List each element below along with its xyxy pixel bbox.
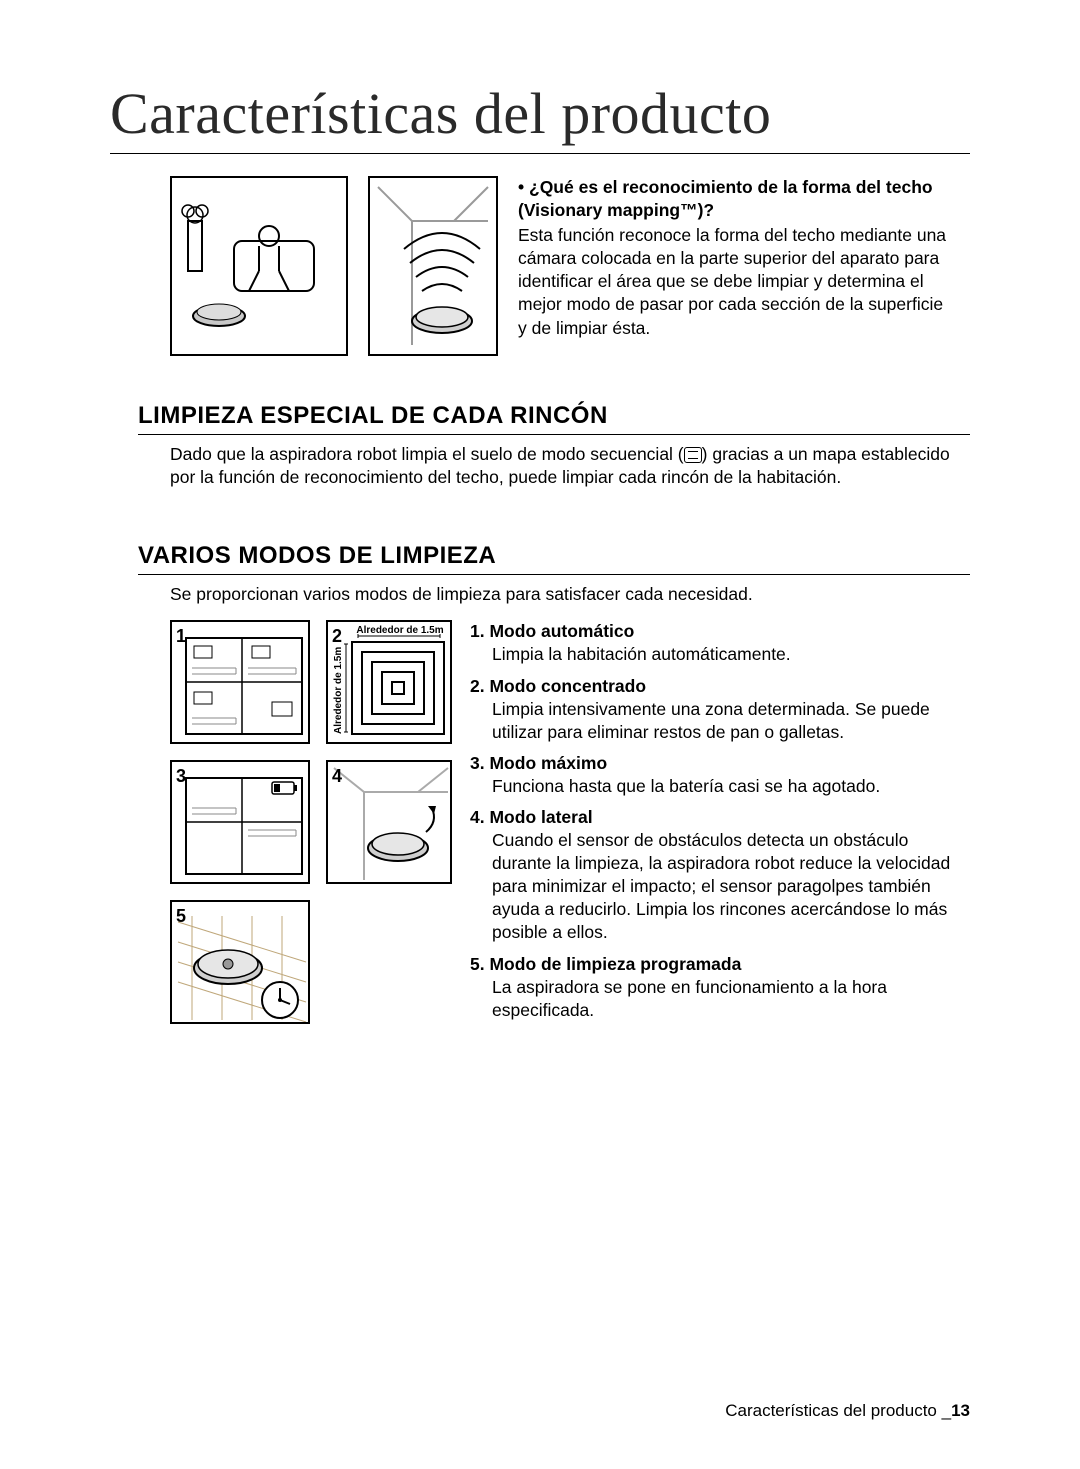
figure-number: 1 [176,624,186,648]
modes-row: 1 [170,620,970,1030]
modes-figures: 1 [170,620,452,1030]
section-modes-intro: Se proporcionan varios modos de limpieza… [170,583,970,606]
figure-number: 3 [176,764,186,788]
figure-number: 4 [332,764,342,788]
mode-title: Modo automático [489,621,634,641]
bullet-icon: • [518,177,529,197]
list-item: 4. Modo lateral Cuando el sensor de obst… [470,806,970,945]
mode-desc: Funciona hasta que la batería casi se ha… [492,775,970,798]
figure-number: 5 [176,904,186,928]
mode-title: Modo máximo [489,753,607,773]
floorplan-battery-icon [172,762,310,884]
figure-mode-3: 3 [170,760,310,884]
figure-mode-1: 1 [170,620,310,744]
mode-desc: Limpia intensivamente una zona determina… [492,698,970,744]
section-heading-corner: LIMPIEZA ESPECIAL DE CADA RINCÓN [138,402,970,435]
visionary-row: • ¿Qué es el reconocimiento de la forma … [170,176,970,356]
corner-body-pre: Dado que la aspiradora robot limpia el s… [170,444,684,464]
figure-2-label-top: Alrededor de 1.5m [354,624,446,637]
mode-number: 4. [470,807,485,827]
mode-desc: Limpia la habitación automáticamente. [492,643,970,666]
footer-page-number: 13 [951,1401,970,1420]
figure-mode-4: 4 [326,760,452,884]
list-item: 5. Modo de limpieza programada La aspira… [470,953,970,1022]
spiral-icon [328,622,452,744]
sequential-path-icon [684,447,702,463]
obstacle-icon [328,762,452,884]
mode-number: 2. [470,676,485,696]
visionary-text: • ¿Qué es el reconocimiento de la forma … [518,176,970,356]
floorplan-icon [172,622,310,744]
figure-mode-5: 5 [170,900,310,1024]
list-item: 2. Modo concentrado Limpia intensivament… [470,675,970,744]
mode-number: 3. [470,753,485,773]
visionary-question: ¿Qué es el reconocimiento de la forma de… [518,177,933,220]
footer-label: Características del producto _ [725,1401,951,1420]
mode-number: 1. [470,621,485,641]
visionary-answer: Esta función reconoce la forma del techo… [518,224,950,339]
list-item: 3. Modo máximo Funciona hasta que la bat… [470,752,970,798]
mode-title: Modo de limpieza programada [489,954,741,974]
page-footer: Características del producto _13 [725,1401,970,1421]
list-item: 1. Modo automático Limpia la habitación … [470,620,970,666]
page-title: Características del producto [110,80,970,154]
mode-number: 5. [470,954,485,974]
figure-2-label-side: Alrededor de 1.5m [332,642,345,738]
figure-mode-2: 2 Alrededor de 1.5m Alrededor de 1.5m [326,620,452,744]
modes-list: 1. Modo automático Limpia la habitación … [470,620,970,1030]
mode-desc: La aspiradora se pone en funcionamiento … [492,976,970,1022]
mode-title: Modo concentrado [489,676,646,696]
mode-desc: Cuando el sensor de obstáculos detecta u… [492,829,970,944]
mode-title: Modo lateral [489,807,592,827]
illustration-living-room [170,176,348,356]
section-corner-body: Dado que la aspiradora robot limpia el s… [170,443,970,490]
manual-page: Características del producto [0,0,1080,1469]
illustration-ceiling-scan [368,176,498,356]
ceiling-scan-icon [372,181,494,351]
section-heading-modes: VARIOS MODOS DE LIMPIEZA [138,542,970,575]
living-room-icon [174,181,344,351]
scheduled-icon [172,902,310,1024]
